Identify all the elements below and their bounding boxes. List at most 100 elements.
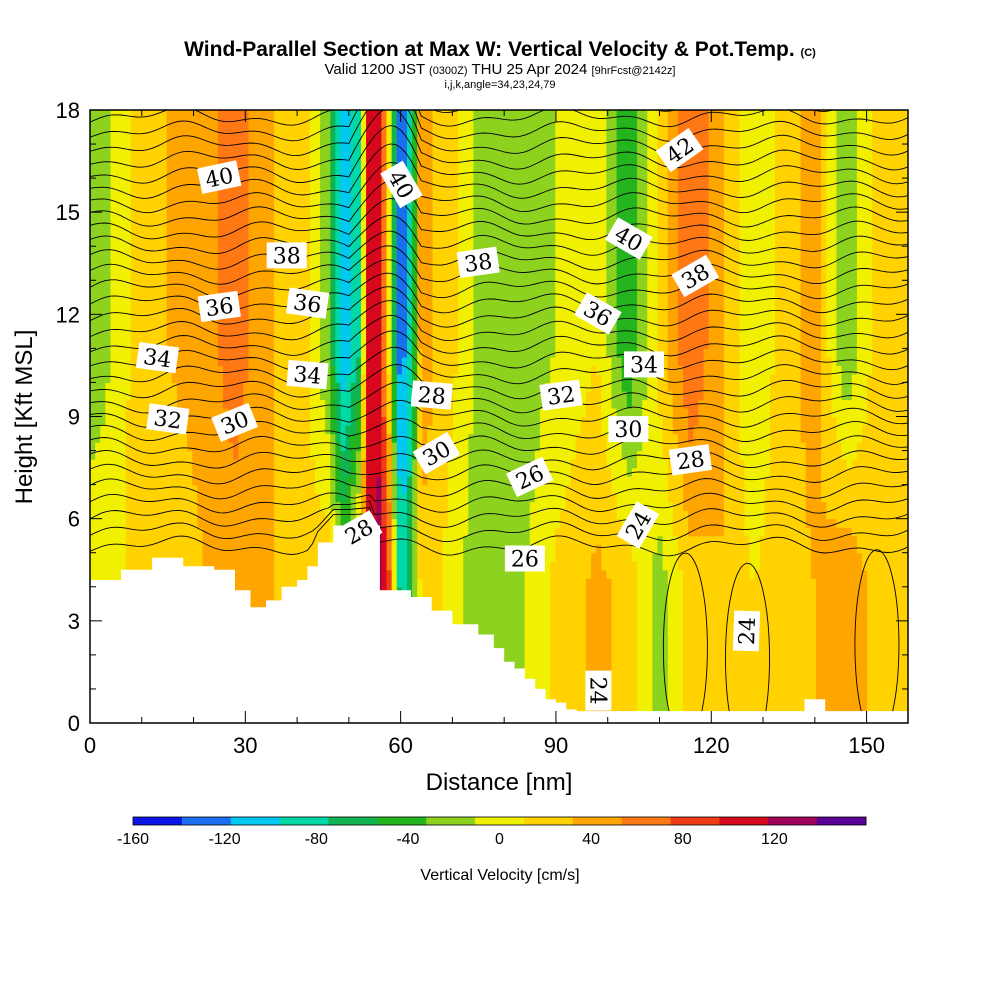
velocity-cell <box>427 578 434 588</box>
velocity-cell <box>637 476 643 486</box>
velocity-cell <box>693 620 699 630</box>
velocity-cell <box>693 680 699 690</box>
velocity-cell <box>611 646 618 656</box>
velocity-cell <box>432 595 439 605</box>
velocity-cell <box>539 629 546 639</box>
velocity-cell <box>105 459 112 469</box>
velocity-cell <box>764 527 771 537</box>
velocity-cell <box>125 527 132 537</box>
velocity-cell <box>713 510 720 520</box>
velocity-cell <box>289 510 296 520</box>
velocity-cell <box>560 544 567 554</box>
velocity-cell <box>667 578 674 588</box>
velocity-cell <box>764 535 771 545</box>
velocity-cell <box>703 544 710 554</box>
velocity-cell <box>452 484 459 494</box>
velocity-cell <box>713 552 720 562</box>
velocity-cell <box>263 493 270 503</box>
velocity-cell <box>381 518 388 528</box>
velocity-cell <box>304 493 311 503</box>
velocity-cell <box>463 476 469 486</box>
velocity-cell <box>560 510 567 520</box>
velocity-cell <box>396 561 403 571</box>
velocity-cell <box>872 569 878 579</box>
velocity-cell <box>708 552 715 562</box>
velocity-cell <box>867 697 873 707</box>
velocity-cell <box>585 552 592 562</box>
velocity-cell <box>764 595 771 605</box>
velocity-cell <box>897 697 904 707</box>
velocity-cell <box>136 493 142 503</box>
velocity-cell <box>555 646 561 656</box>
velocity-cell <box>713 603 720 613</box>
velocity-cell <box>284 535 290 545</box>
velocity-cell <box>458 476 464 486</box>
velocity-cell <box>836 603 843 613</box>
velocity-cell <box>693 646 699 656</box>
velocity-cell <box>575 493 582 503</box>
velocity-cell <box>284 561 290 571</box>
velocity-cell <box>662 476 669 486</box>
velocity-cell <box>713 476 720 486</box>
velocity-cell <box>846 697 853 707</box>
velocity-cell <box>233 459 239 469</box>
velocity-cell <box>463 535 469 545</box>
velocity-cell <box>897 527 904 537</box>
velocity-cell <box>207 459 214 469</box>
velocity-cell <box>156 518 163 528</box>
velocity-cell <box>202 467 209 477</box>
velocity-cell <box>95 484 101 494</box>
velocity-cell <box>560 595 567 605</box>
velocity-cell <box>391 501 398 511</box>
velocity-cell <box>192 450 198 460</box>
velocity-cell <box>437 578 444 588</box>
velocity-cell <box>580 518 587 528</box>
velocity-cell <box>708 654 715 664</box>
velocity-cell <box>882 663 889 673</box>
velocity-cell <box>611 680 618 690</box>
velocity-cell <box>243 459 250 469</box>
velocity-cell <box>606 569 613 579</box>
velocity-cell <box>575 705 582 716</box>
velocity-cell <box>524 612 531 622</box>
velocity-cell <box>800 578 807 588</box>
velocity-cell <box>872 544 878 554</box>
velocity-cell <box>130 459 137 469</box>
velocity-cell <box>115 561 122 571</box>
velocity-cell <box>217 476 224 486</box>
velocity-cell <box>228 493 234 503</box>
velocity-cell <box>325 510 331 520</box>
velocity-cell <box>463 459 469 469</box>
velocity-cell <box>171 484 178 494</box>
velocity-cell <box>320 467 326 477</box>
velocity-cell <box>652 586 659 596</box>
velocity-cell <box>412 518 418 528</box>
velocity-cell <box>238 467 244 477</box>
velocity-cell <box>800 671 807 682</box>
velocity-cell <box>570 697 577 707</box>
velocity-cell <box>769 535 776 545</box>
velocity-cell <box>427 552 434 562</box>
velocity-cell <box>580 663 587 673</box>
velocity-cell <box>892 697 899 707</box>
velocity-cell <box>718 518 725 528</box>
velocity-cell <box>115 467 122 477</box>
velocity-cell <box>437 510 444 520</box>
velocity-cell <box>427 569 434 579</box>
velocity-cell <box>621 603 628 613</box>
velocity-cell <box>897 552 904 562</box>
velocity-cell <box>698 612 705 622</box>
velocity-cell <box>810 535 817 545</box>
velocity-cell <box>314 535 321 545</box>
velocity-cell <box>156 459 163 469</box>
velocity-cell <box>120 510 127 520</box>
velocity-cell <box>560 578 567 588</box>
velocity-cell <box>381 535 388 545</box>
velocity-cell <box>662 552 669 562</box>
velocity-cell <box>851 552 858 562</box>
velocity-cell <box>222 527 229 537</box>
velocity-cell <box>110 501 117 511</box>
velocity-cell <box>739 646 745 656</box>
velocity-cell <box>493 552 500 562</box>
velocity-cell <box>708 663 715 673</box>
